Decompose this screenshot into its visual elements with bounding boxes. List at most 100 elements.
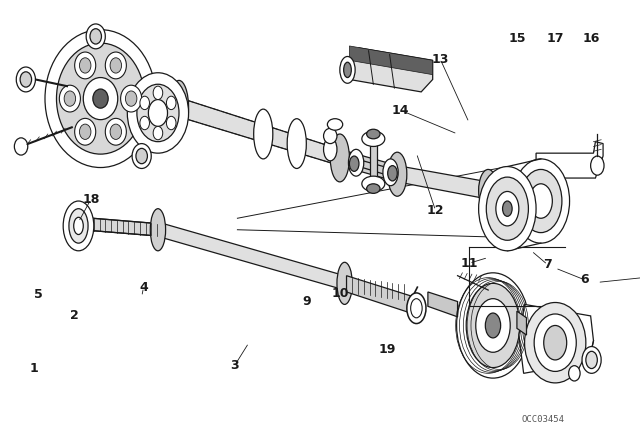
Ellipse shape xyxy=(137,84,179,142)
Ellipse shape xyxy=(69,209,88,243)
Polygon shape xyxy=(428,292,458,317)
Ellipse shape xyxy=(466,283,520,368)
Ellipse shape xyxy=(110,124,122,139)
Ellipse shape xyxy=(529,184,552,218)
Ellipse shape xyxy=(64,91,76,106)
Text: 1: 1 xyxy=(29,362,38,375)
Ellipse shape xyxy=(337,262,352,304)
Ellipse shape xyxy=(140,96,150,110)
Ellipse shape xyxy=(56,43,145,154)
Text: 19: 19 xyxy=(379,343,396,356)
Ellipse shape xyxy=(348,149,364,176)
Ellipse shape xyxy=(132,144,151,168)
Text: 7: 7 xyxy=(543,258,552,271)
Ellipse shape xyxy=(324,138,337,161)
Ellipse shape xyxy=(591,156,604,175)
Ellipse shape xyxy=(150,209,166,251)
Ellipse shape xyxy=(90,29,102,44)
Ellipse shape xyxy=(45,30,156,168)
Text: 8: 8 xyxy=(639,271,640,284)
Ellipse shape xyxy=(106,52,126,79)
Polygon shape xyxy=(346,276,413,314)
Ellipse shape xyxy=(93,89,108,108)
Ellipse shape xyxy=(534,314,576,371)
Ellipse shape xyxy=(75,52,96,79)
Ellipse shape xyxy=(253,109,273,159)
Ellipse shape xyxy=(476,299,510,352)
Ellipse shape xyxy=(479,167,536,251)
Ellipse shape xyxy=(388,166,397,181)
Ellipse shape xyxy=(125,91,137,106)
Ellipse shape xyxy=(136,148,147,164)
Ellipse shape xyxy=(148,99,168,126)
Ellipse shape xyxy=(74,217,83,235)
Polygon shape xyxy=(356,159,390,176)
Polygon shape xyxy=(397,166,488,199)
Polygon shape xyxy=(340,149,397,182)
Text: 13: 13 xyxy=(431,53,449,66)
Ellipse shape xyxy=(166,116,176,130)
Ellipse shape xyxy=(456,273,529,378)
Ellipse shape xyxy=(407,293,426,323)
Text: 11: 11 xyxy=(460,257,478,270)
Ellipse shape xyxy=(349,156,359,171)
Ellipse shape xyxy=(411,299,422,318)
Polygon shape xyxy=(349,46,433,75)
Ellipse shape xyxy=(153,126,163,140)
Ellipse shape xyxy=(586,351,597,369)
Polygon shape xyxy=(519,304,593,373)
Ellipse shape xyxy=(362,131,385,146)
Ellipse shape xyxy=(153,86,163,99)
Ellipse shape xyxy=(79,124,91,139)
Polygon shape xyxy=(158,222,344,290)
Text: 14: 14 xyxy=(392,103,409,116)
Ellipse shape xyxy=(344,62,351,78)
Ellipse shape xyxy=(362,176,385,191)
Text: 15: 15 xyxy=(508,32,525,45)
Ellipse shape xyxy=(496,191,519,226)
Text: 4: 4 xyxy=(140,281,148,294)
Ellipse shape xyxy=(79,58,91,73)
Ellipse shape xyxy=(367,129,380,139)
Ellipse shape xyxy=(544,325,566,360)
Ellipse shape xyxy=(328,119,342,130)
Polygon shape xyxy=(369,138,377,184)
Ellipse shape xyxy=(512,159,570,243)
Ellipse shape xyxy=(170,80,189,134)
Ellipse shape xyxy=(486,177,529,240)
Ellipse shape xyxy=(120,85,141,112)
Ellipse shape xyxy=(568,366,580,381)
Ellipse shape xyxy=(287,119,307,168)
Ellipse shape xyxy=(502,201,512,216)
Ellipse shape xyxy=(383,159,398,186)
Text: 2: 2 xyxy=(70,310,79,323)
Ellipse shape xyxy=(485,313,500,338)
Ellipse shape xyxy=(75,118,96,145)
Text: 17: 17 xyxy=(547,32,564,45)
Ellipse shape xyxy=(60,85,81,112)
Text: OCC03454: OCC03454 xyxy=(522,415,564,424)
Ellipse shape xyxy=(14,138,28,155)
Text: 9: 9 xyxy=(302,295,310,308)
Polygon shape xyxy=(349,48,433,92)
Text: 12: 12 xyxy=(427,204,444,217)
Ellipse shape xyxy=(367,184,380,194)
Polygon shape xyxy=(93,218,163,237)
Ellipse shape xyxy=(20,72,31,87)
Ellipse shape xyxy=(479,169,498,211)
Ellipse shape xyxy=(110,58,122,73)
Ellipse shape xyxy=(127,73,189,153)
Ellipse shape xyxy=(388,152,407,196)
Polygon shape xyxy=(517,311,527,335)
Ellipse shape xyxy=(140,116,150,130)
Polygon shape xyxy=(536,178,550,223)
Polygon shape xyxy=(536,142,603,178)
Ellipse shape xyxy=(16,67,35,92)
Ellipse shape xyxy=(525,302,586,383)
Ellipse shape xyxy=(83,78,118,120)
Text: 18: 18 xyxy=(83,193,100,206)
Text: 6: 6 xyxy=(580,273,589,286)
Ellipse shape xyxy=(582,347,601,373)
Ellipse shape xyxy=(340,56,355,83)
Text: 16: 16 xyxy=(583,32,600,45)
